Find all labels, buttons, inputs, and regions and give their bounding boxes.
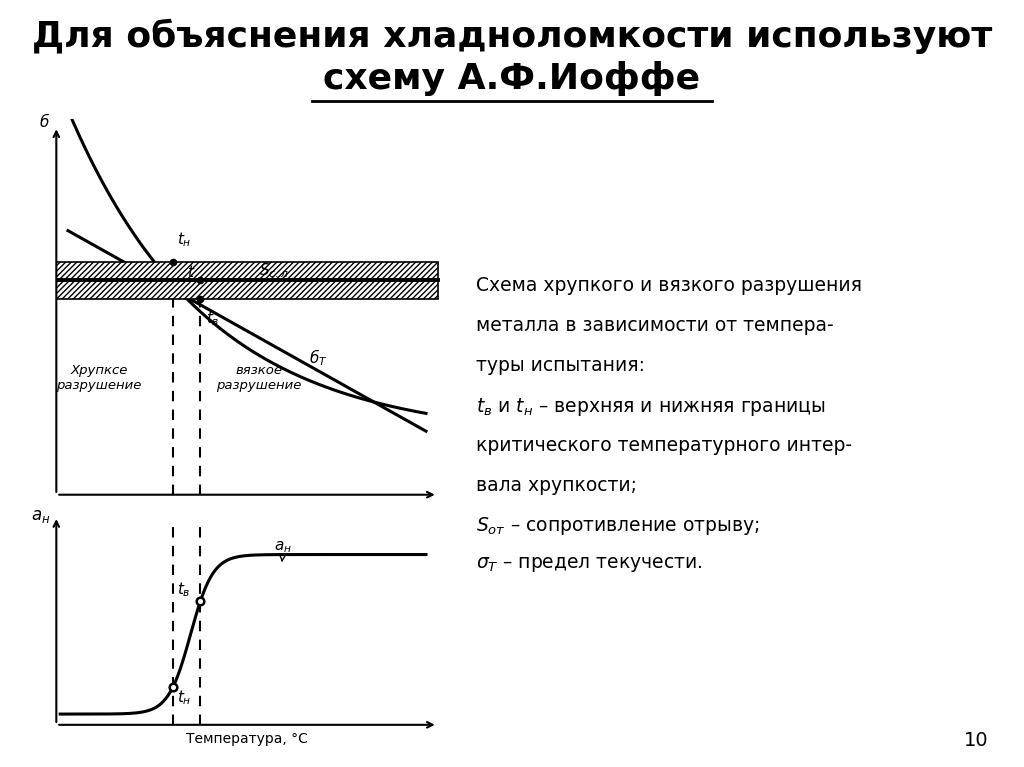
Text: $S_{от}$ – сопротивление отрыву;: $S_{от}$ – сопротивление отрыву; — [476, 515, 760, 538]
Text: металла в зависимости от темпера-: металла в зависимости от темпера- — [476, 316, 834, 335]
Text: Для объяснения хладноломкости используют: Для объяснения хладноломкости используют — [32, 19, 992, 54]
Text: $t_н$: $t_н$ — [177, 688, 191, 706]
Text: $t$: $t$ — [186, 264, 196, 280]
Text: $t_в$: $t_в$ — [206, 310, 220, 328]
Text: Хрупксе
разрушение: Хрупксе разрушение — [56, 364, 141, 393]
Polygon shape — [56, 262, 437, 299]
Text: $t_н$: $t_н$ — [177, 231, 191, 249]
Text: $\sigma_T$ – предел текучести.: $\sigma_T$ – предел текучести. — [476, 555, 702, 574]
Text: вязкое
разрушение: вязкое разрушение — [216, 364, 301, 393]
Text: б: б — [40, 115, 49, 130]
Text: схему А.Ф.Иоффе: схему А.Ф.Иоффе — [324, 61, 700, 97]
Text: 10: 10 — [964, 731, 988, 750]
Text: туры испытания:: туры испытания: — [476, 356, 645, 375]
Text: Температура, °С: Температура, °С — [186, 732, 308, 746]
Text: $a_н$: $a_н$ — [31, 507, 50, 525]
Text: $t_в$: $t_в$ — [177, 580, 190, 598]
Text: $t_в$ и $t_н$ – верхняя и нижняя границы: $t_в$ и $t_н$ – верхняя и нижняя границы — [476, 396, 826, 418]
Text: $б_T$: $б_T$ — [309, 347, 328, 368]
Text: Схема хрупкого и вязкого разрушения: Схема хрупкого и вязкого разрушения — [476, 276, 862, 295]
Text: $S_{с.л}$: $S_{с.л}$ — [259, 261, 288, 279]
Text: вала хрупкости;: вала хрупкости; — [476, 476, 637, 495]
Text: критического температурного интер-: критического температурного интер- — [476, 436, 852, 455]
Text: $a_н$: $a_н$ — [274, 539, 292, 561]
